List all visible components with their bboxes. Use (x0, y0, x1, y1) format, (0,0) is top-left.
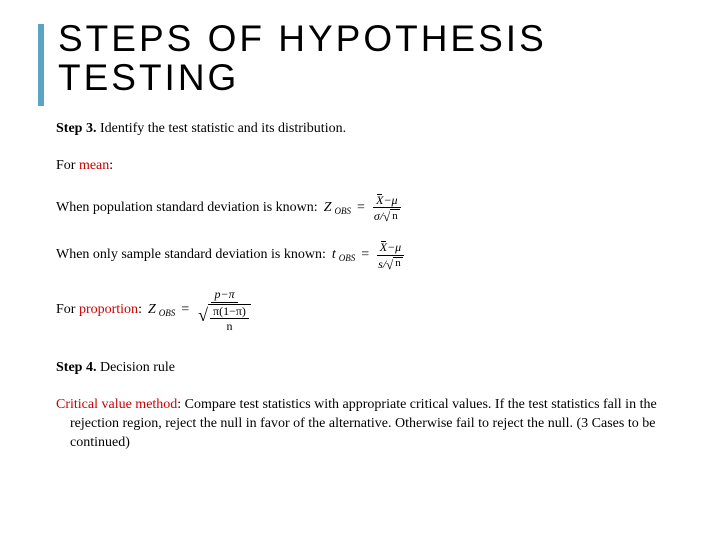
step-3-heading: Step 3. Identify the test statistic and … (56, 120, 676, 139)
t-obs-formula: tOBS = X−μ s/√n (332, 241, 406, 270)
title-line-2: TESTING (58, 57, 239, 98)
slide-title: STEPS OF HYPOTHESIS TESTING (58, 20, 547, 98)
obs-subscript: OBS (334, 205, 351, 217)
obs-subscript-t: OBS (339, 252, 356, 264)
for-mean-prefix: For (56, 158, 79, 173)
z-obs-proportion-formula: ZOBS = p−π √ π(1−π) n (148, 288, 254, 333)
x-bar-symbol: X (376, 194, 383, 207)
z-symbol: Z (324, 199, 332, 218)
sqrt-proportion: √ π(1−π) n (198, 304, 251, 333)
mean-unknown-lead: When only sample standard deviation is k… (56, 246, 326, 265)
sqrt-n: √n (383, 209, 400, 222)
for-mean-line: For mean: (56, 157, 676, 176)
mean-keyword: mean (79, 158, 109, 173)
step-4-heading: Step 4. Decision rule (56, 359, 676, 378)
pi-fraction: π(1−π) n (210, 305, 249, 333)
step-4-label: Step 4. (56, 360, 96, 375)
t-fraction: X−μ s/√n (375, 241, 406, 270)
for-mean-colon: : (109, 158, 113, 173)
mean-unknown-line: When only sample standard deviation is k… (56, 241, 676, 270)
mean-known-line: When population standard deviation is kn… (56, 194, 676, 223)
mean-known-lead: When population standard deviation is kn… (56, 199, 318, 218)
z-obs-mean-formula: ZOBS = X−μ σ/√n (324, 194, 403, 223)
title-accent-bar (38, 24, 44, 106)
pi-symbol: π (229, 287, 235, 301)
mu-symbol-t: μ (395, 240, 401, 254)
equals-sign-p: = (178, 301, 192, 320)
critical-value-paragraph: Critical value method: Compare test stat… (56, 396, 676, 453)
one-minus-pi: (1−π) (219, 304, 246, 318)
proportion-keyword: proportion (79, 302, 138, 317)
minus-symbol-p: − (220, 287, 228, 301)
slide-content: Step 3. Identify the test statistic and … (56, 120, 676, 471)
title-line-1: STEPS OF HYPOTHESIS (58, 18, 547, 59)
z-mean-fraction: X−μ σ/√n (371, 194, 403, 223)
for-proportion-colon: : (138, 302, 142, 317)
t-symbol: t (332, 246, 336, 265)
equals-sign: = (354, 199, 368, 218)
step-4-text: Decision rule (96, 360, 175, 375)
for-proportion-line: For proportion: ZOBS = p−π √ π(1−π) n (56, 288, 676, 333)
minus-symbol-t: − (387, 240, 395, 254)
n-denom: n (223, 319, 235, 333)
critical-value-label: Critical value method (56, 397, 177, 412)
equals-sign-t: = (358, 246, 372, 265)
step-3-label: Step 3. (56, 121, 96, 136)
z-symbol-p: Z (148, 301, 156, 320)
z-proportion-fraction: p−π √ π(1−π) n (195, 288, 254, 333)
x-bar-symbol-t: X (380, 241, 387, 254)
minus-symbol: − (383, 193, 391, 207)
step-3-text: Identify the test statistic and its dist… (96, 121, 346, 136)
for-proportion-prefix: For (56, 302, 79, 317)
sqrt-n-t: √n (386, 257, 403, 270)
mu-symbol: μ (392, 193, 398, 207)
obs-subscript-p: OBS (159, 307, 176, 319)
